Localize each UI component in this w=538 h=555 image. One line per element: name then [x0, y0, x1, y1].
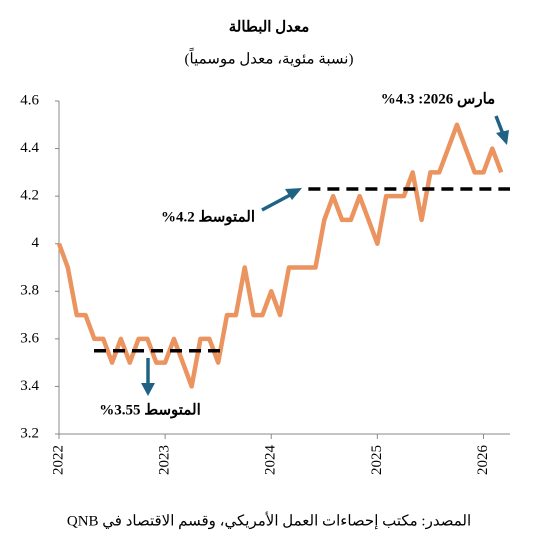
y-tick-label: 3.2: [20, 425, 39, 441]
y-tick-label: 4: [32, 235, 40, 251]
average-label: المتوسط 3.55%: [99, 402, 201, 418]
average-label: المتوسط 4.2%: [161, 209, 255, 225]
annotation: مارس 2026: 4.3%: [381, 91, 495, 107]
x-tick-label: 2022: [50, 445, 66, 475]
y-tick-label: 3.8: [20, 283, 39, 299]
y-tick-label: 4.2: [20, 188, 39, 204]
data-line: [56, 122, 504, 389]
source: المصدر: مكتب إحصاءات العمل الأمريكي، وقس…: [67, 511, 471, 529]
arrows: [141, 115, 509, 396]
x-tick-label: 2025: [369, 445, 385, 475]
y-tick-label: 4.6: [20, 92, 39, 108]
chart-subtitle: (نسبة مئوية، معدل موسمياً): [185, 47, 354, 67]
y-tick-label: 4.4: [20, 140, 39, 156]
x-tick-label: 2023: [157, 445, 173, 475]
y-tick-label: 3.6: [20, 330, 39, 346]
chart-title: معدل البطالة: [229, 19, 310, 35]
x-tick-label: 2024: [263, 445, 279, 476]
x-tick-label: 2026: [475, 445, 491, 476]
y-tick-label: 3.4: [20, 378, 39, 394]
